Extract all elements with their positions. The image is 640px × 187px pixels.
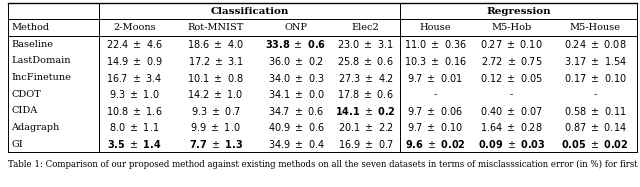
Text: $0.24\ \pm\ 0.08$: $0.24\ \pm\ 0.08$ (564, 38, 627, 50)
Text: $16.9\ \pm\ 0.7$: $16.9\ \pm\ 0.7$ (337, 138, 394, 150)
Text: $34.1\ \pm\ 0.0$: $34.1\ \pm\ 0.0$ (268, 88, 324, 100)
Text: $22.4\ \pm\ 4.6$: $22.4\ \pm\ 4.6$ (106, 38, 163, 50)
Text: $\mathbf{7.7}\ \pm\ \mathbf{1.3}$: $\mathbf{7.7}\ \pm\ \mathbf{1.3}$ (189, 138, 243, 150)
Text: $10.3\ \pm\ 0.16$: $10.3\ \pm\ 0.16$ (404, 55, 467, 67)
Text: CIDA: CIDA (12, 106, 38, 115)
Text: LastDomain: LastDomain (12, 56, 71, 65)
Text: $34.0\ \pm\ 0.3$: $34.0\ \pm\ 0.3$ (268, 72, 324, 84)
Text: $11.0\ \pm\ 0.36$: $11.0\ \pm\ 0.36$ (404, 38, 467, 50)
Text: $9.7\ \pm\ 0.10$: $9.7\ \pm\ 0.10$ (407, 122, 463, 134)
Text: -: - (433, 90, 436, 99)
Text: $34.9\ \pm\ 0.4$: $34.9\ \pm\ 0.4$ (268, 138, 324, 150)
Text: $\mathbf{3.5}\ \pm\ \mathbf{1.4}$: $\mathbf{3.5}\ \pm\ \mathbf{1.4}$ (108, 138, 162, 150)
Text: Baseline: Baseline (12, 40, 54, 49)
Text: $2.72\ \pm\ 0.75$: $2.72\ \pm\ 0.75$ (481, 55, 542, 67)
Text: Rot-MNIST: Rot-MNIST (188, 23, 244, 32)
Text: $14.9\ \pm\ 0.9$: $14.9\ \pm\ 0.9$ (106, 55, 163, 67)
Text: Elec2: Elec2 (351, 23, 380, 32)
Text: -: - (593, 90, 596, 99)
Text: $8.0\ \pm\ 1.1$: $8.0\ \pm\ 1.1$ (109, 122, 159, 134)
Text: $34.7\ \pm\ 0.6$: $34.7\ \pm\ 0.6$ (268, 105, 324, 117)
Text: House: House (419, 23, 451, 32)
Text: Method: Method (12, 23, 50, 32)
Text: $0.27\ \pm\ 0.10$: $0.27\ \pm\ 0.10$ (481, 38, 543, 50)
Text: $17.8\ \pm\ 0.6$: $17.8\ \pm\ 0.6$ (337, 88, 394, 100)
Text: Table 1: Comparison of our proposed method against existing methods on all the s: Table 1: Comparison of our proposed meth… (8, 160, 640, 169)
Text: $23.0\ \pm\ 3.1$: $23.0\ \pm\ 3.1$ (337, 38, 394, 50)
Text: M5-Hob: M5-Hob (492, 23, 532, 32)
Text: $9.3\ \pm\ 0.7$: $9.3\ \pm\ 0.7$ (191, 105, 241, 117)
Text: IncFinetune: IncFinetune (12, 73, 72, 82)
Text: $16.7\ \pm\ 3.4$: $16.7\ \pm\ 3.4$ (106, 72, 163, 84)
Text: $18.6\ \pm\ 4.0$: $18.6\ \pm\ 4.0$ (187, 38, 244, 50)
Text: Adagraph: Adagraph (12, 123, 60, 132)
Text: M5-House: M5-House (570, 23, 621, 32)
Text: $9.7\ \pm\ 0.06$: $9.7\ \pm\ 0.06$ (407, 105, 463, 117)
Text: $40.9\ \pm\ 0.6$: $40.9\ \pm\ 0.6$ (268, 122, 324, 134)
Text: $\mathbf{0.09}\ \pm\ \mathbf{0.03}$: $\mathbf{0.09}\ \pm\ \mathbf{0.03}$ (478, 138, 545, 150)
Text: $17.2\ \pm\ 3.1$: $17.2\ \pm\ 3.1$ (188, 55, 244, 67)
Text: $9.3\ \pm\ 1.0$: $9.3\ \pm\ 1.0$ (109, 88, 160, 100)
Text: $9.9\ \pm\ 1.0$: $9.9\ \pm\ 1.0$ (190, 122, 241, 134)
Text: $25.8\ \pm\ 0.6$: $25.8\ \pm\ 0.6$ (337, 55, 394, 67)
Text: $\mathbf{0.05}\ \pm\ \mathbf{0.02}$: $\mathbf{0.05}\ \pm\ \mathbf{0.02}$ (561, 138, 629, 150)
Text: $10.1\ \pm\ 0.8$: $10.1\ \pm\ 0.8$ (188, 72, 244, 84)
Text: GI: GI (12, 140, 23, 149)
Text: Regression: Regression (486, 7, 551, 16)
Text: $1.64\ \pm\ 0.28$: $1.64\ \pm\ 0.28$ (481, 122, 543, 134)
Text: $36.0\ \pm\ 0.2$: $36.0\ \pm\ 0.2$ (268, 55, 324, 67)
Text: $0.58\ \pm\ 0.11$: $0.58\ \pm\ 0.11$ (564, 105, 627, 117)
Text: 2-Moons: 2-Moons (113, 23, 156, 32)
Text: $27.3\ \pm\ 4.2$: $27.3\ \pm\ 4.2$ (337, 72, 394, 84)
Text: $0.12\ \pm\ 0.05$: $0.12\ \pm\ 0.05$ (480, 72, 543, 84)
Text: $9.7\ \pm\ 0.01$: $9.7\ \pm\ 0.01$ (407, 72, 463, 84)
Text: $10.8\ \pm\ 1.6$: $10.8\ \pm\ 1.6$ (106, 105, 163, 117)
Text: ONP: ONP (284, 23, 307, 32)
Text: $20.1\ \pm\ 2.2$: $20.1\ \pm\ 2.2$ (337, 122, 394, 134)
Text: CDOT: CDOT (12, 90, 41, 99)
Text: $\mathbf{9.6}\ \pm\ \mathbf{0.02}$: $\mathbf{9.6}\ \pm\ \mathbf{0.02}$ (404, 138, 465, 150)
Text: $\mathbf{33.8}\ \pm\ \mathbf{0.6}$: $\mathbf{33.8}\ \pm\ \mathbf{0.6}$ (266, 38, 326, 50)
Text: $0.40\ \pm\ 0.07$: $0.40\ \pm\ 0.07$ (480, 105, 543, 117)
Text: $0.17\ \pm\ 0.10$: $0.17\ \pm\ 0.10$ (564, 72, 627, 84)
Text: $0.87\ \pm\ 0.14$: $0.87\ \pm\ 0.14$ (564, 122, 627, 134)
Text: $3.17\ \pm\ 1.54$: $3.17\ \pm\ 1.54$ (564, 55, 627, 67)
Text: -: - (510, 90, 513, 99)
Text: $\mathbf{14.1}\ \pm\ \mathbf{0.2}$: $\mathbf{14.1}\ \pm\ \mathbf{0.2}$ (335, 105, 396, 117)
Text: $14.2\ \pm\ 1.0$: $14.2\ \pm\ 1.0$ (188, 88, 244, 100)
Text: Classification: Classification (211, 7, 289, 16)
